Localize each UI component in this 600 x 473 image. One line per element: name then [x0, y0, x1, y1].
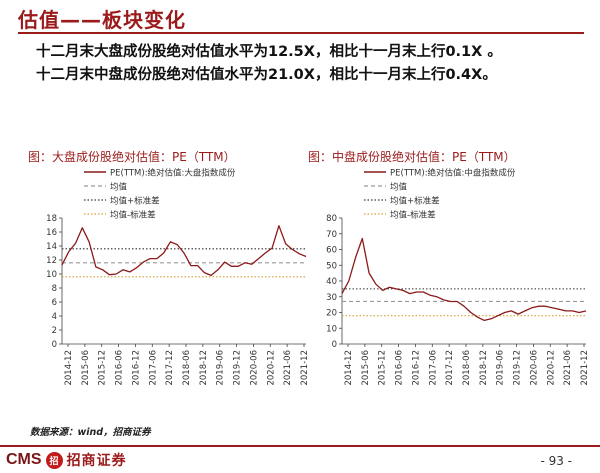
- y-tick-label: 40: [326, 277, 337, 287]
- logo-text: CMS: [6, 451, 42, 468]
- x-tick-label: 2021-06: [563, 350, 573, 386]
- legend-label: 均值: [110, 182, 128, 193]
- chart-title: 图：中盘成份股绝对估值：PE（TTM）: [308, 150, 516, 164]
- chart-title: 图：大盘成份股绝对估值：PE（TTM）: [28, 150, 236, 164]
- y-tick-label: 30: [326, 293, 337, 303]
- x-tick-label: 2020-12: [266, 350, 276, 386]
- x-tick-label: 2018-06: [182, 350, 192, 386]
- summary-bullet-mid-cap: 十二月末中盘成份股绝对估值水平为21.0X，相比十一月末上行0.4X。: [36, 67, 497, 83]
- x-tick-label: 2015-06: [361, 350, 371, 386]
- x-tick-label: 2017-06: [148, 350, 158, 386]
- y-tick-label: 0: [52, 340, 57, 350]
- summary-bullet-large-cap: 十二月末大盘成份股绝对估值水平为12.5X，相比十一月末上行0.1X 。: [36, 44, 502, 60]
- x-tick-label: 2017-12: [165, 350, 175, 386]
- y-tick-label: 8: [52, 284, 57, 294]
- page-title: 估值——板块变化: [18, 8, 186, 32]
- y-tick-label: 4: [52, 312, 57, 322]
- y-tick-label: 12: [46, 256, 57, 266]
- legend-label: PE(TTM):绝对估值:大盘指数成份: [110, 168, 236, 179]
- x-tick-label: 2017-12: [445, 350, 455, 386]
- logo-mark-icon: 招: [45, 451, 63, 469]
- y-tick-label: 60: [326, 246, 337, 256]
- x-tick-label: 2021-06: [283, 350, 293, 386]
- x-tick-label: 2015-06: [81, 350, 91, 386]
- x-tick-label: 2021-12: [300, 350, 310, 386]
- legend-label: 均值-标准差: [390, 210, 436, 221]
- x-tick-label: 2016-12: [131, 350, 141, 386]
- x-tick-label: 2020-06: [529, 350, 539, 386]
- x-tick-label: 2014-12: [64, 350, 74, 386]
- legend-label: 均值-标准差: [110, 210, 156, 221]
- legend-label: 均值+标准差: [390, 196, 440, 207]
- y-tick-label: 14: [46, 242, 57, 252]
- legend-label: 均值: [390, 182, 408, 193]
- x-tick-label: 2015-12: [98, 350, 108, 386]
- x-tick-label: 2020-12: [546, 350, 556, 386]
- series-line: [341, 237, 587, 322]
- title-divider: [18, 32, 584, 34]
- company-name: 招商证券: [66, 453, 127, 469]
- x-tick-label: 2018-12: [479, 350, 489, 386]
- x-tick-label: 2016-06: [395, 350, 405, 386]
- y-tick-label: 80: [326, 214, 337, 224]
- x-tick-label: 2019-12: [513, 350, 523, 386]
- company-logo: CMS 招 招商证券: [6, 449, 127, 471]
- x-tick-label: 2019-06: [216, 350, 226, 386]
- y-tick-label: 70: [326, 230, 337, 240]
- footer-divider: [0, 445, 600, 447]
- legend-label: PE(TTM):绝对估值:中盘指数成份: [390, 168, 516, 179]
- y-tick-label: 6: [52, 298, 57, 308]
- x-tick-label: 2018-12: [199, 350, 209, 386]
- x-tick-label: 2019-06: [496, 350, 506, 386]
- y-tick-label: 50: [326, 261, 337, 271]
- x-tick-label: 2016-06: [115, 350, 125, 386]
- y-tick-label: 0: [332, 340, 337, 350]
- legend-label: 均值+标准差: [110, 196, 160, 207]
- large-cap-pe-chart: 图：大盘成份股绝对估值：PE（TTM） PE(TTM):绝对估值:大盘指数成份均…: [28, 148, 312, 386]
- x-tick-label: 2021-12: [580, 350, 590, 386]
- x-tick-label: 2018-06: [462, 350, 472, 386]
- x-tick-label: 2016-12: [411, 350, 421, 386]
- mid-cap-pe-chart: 图：中盘成份股绝对估值：PE（TTM） PE(TTM):绝对估值:中盘指数成份均…: [308, 148, 592, 386]
- y-tick-label: 18: [46, 214, 57, 224]
- y-tick-label: 20: [326, 309, 337, 319]
- data-source-note: 数据来源：wind，招商证券: [30, 427, 151, 438]
- x-tick-label: 2014-12: [344, 350, 354, 386]
- y-tick-label: 16: [46, 228, 57, 238]
- y-tick-label: 10: [326, 324, 337, 334]
- x-tick-label: 2020-06: [249, 350, 259, 386]
- y-tick-label: 10: [46, 270, 57, 280]
- x-tick-label: 2015-12: [378, 350, 388, 386]
- y-tick-label: 2: [52, 326, 57, 336]
- x-tick-label: 2019-12: [233, 350, 243, 386]
- series-line: [61, 225, 307, 277]
- x-tick-label: 2017-06: [428, 350, 438, 386]
- page-number: - 93 -: [540, 454, 572, 468]
